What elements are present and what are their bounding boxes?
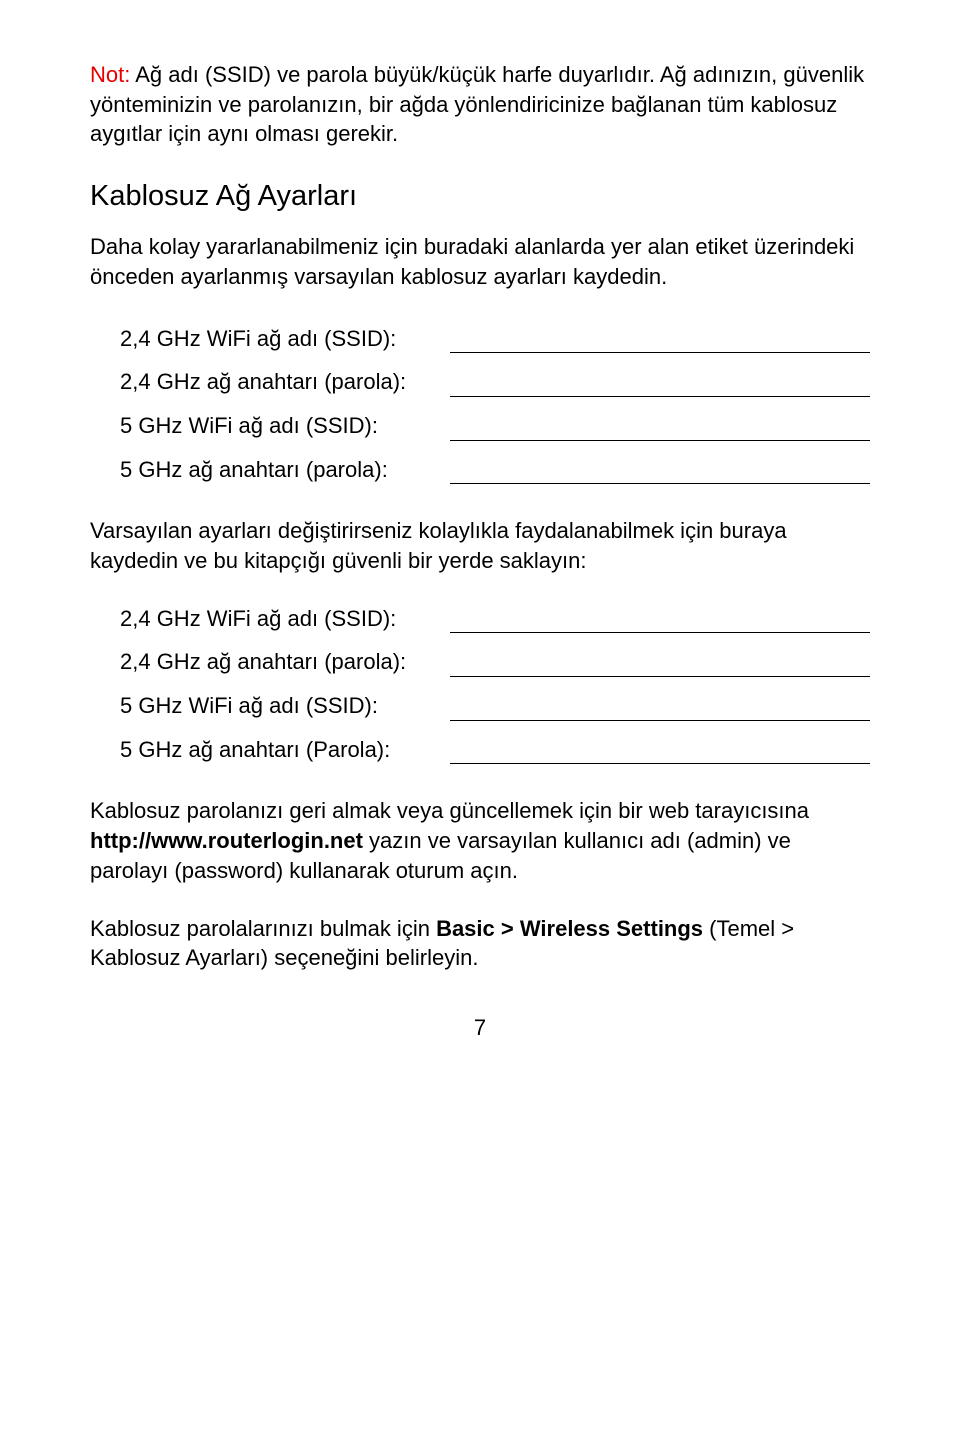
note-text: Ağ adı (SSID) ve parola büyük/küçük harf… <box>90 62 864 146</box>
para-custom-intro: Varsayılan ayarları değiştirirseniz kola… <box>90 516 870 575</box>
form-label: 2,4 GHz WiFi ağ adı (SSID): <box>120 324 450 354</box>
para-recover-1: Kablosuz parolanızı geri almak veya günc… <box>90 796 870 885</box>
recover-text-1a: Kablosuz parolanızı geri almak veya günc… <box>90 798 809 823</box>
form-blank-line <box>450 419 870 441</box>
form-label: 5 GHz WiFi ağ adı (SSID): <box>120 691 450 721</box>
form-row: 5 GHz ağ anahtarı (Parola): <box>120 735 870 765</box>
page-number: 7 <box>90 1013 870 1043</box>
form-blank-line <box>450 331 870 353</box>
form-label: 2,4 GHz ağ anahtarı (parola): <box>120 647 450 677</box>
recover-url: http://www.routerlogin.net <box>90 828 363 853</box>
form-label: 2,4 GHz ağ anahtarı (parola): <box>120 367 450 397</box>
form-blank-line <box>450 611 870 633</box>
form-row: 2,4 GHz WiFi ağ adı (SSID): <box>120 604 870 634</box>
form-blank-line <box>450 655 870 677</box>
form-row: 5 GHz WiFi ağ adı (SSID): <box>120 411 870 441</box>
section-body: Daha kolay yararlanabilmeniz için burada… <box>90 232 870 291</box>
recover-text-2a: Kablosuz parolalarınızı bulmak için <box>90 916 436 941</box>
section-title: Kablosuz Ağ Ayarları <box>90 177 870 216</box>
para-recover-2: Kablosuz parolalarınızı bulmak için Basi… <box>90 914 870 973</box>
form-blank-line <box>450 462 870 484</box>
form-blank-line <box>450 375 870 397</box>
form-custom: 2,4 GHz WiFi ağ adı (SSID): 2,4 GHz ağ a… <box>90 604 870 765</box>
form-row: 5 GHz ağ anahtarı (parola): <box>120 455 870 485</box>
note-paragraph: Not: Ağ adı (SSID) ve parola büyük/küçük… <box>90 60 870 149</box>
note-label: Not: <box>90 62 130 87</box>
form-label: 5 GHz ağ anahtarı (parola): <box>120 455 450 485</box>
form-row: 2,4 GHz ağ anahtarı (parola): <box>120 647 870 677</box>
form-row: 2,4 GHz WiFi ağ adı (SSID): <box>120 324 870 354</box>
form-blank-line <box>450 699 870 721</box>
form-row: 5 GHz WiFi ağ adı (SSID): <box>120 691 870 721</box>
form-label: 5 GHz WiFi ağ adı (SSID): <box>120 411 450 441</box>
form-blank-line <box>450 742 870 764</box>
recover-menu-path: Basic > Wireless Settings <box>436 916 703 941</box>
form-row: 2,4 GHz ağ anahtarı (parola): <box>120 367 870 397</box>
form-label: 2,4 GHz WiFi ağ adı (SSID): <box>120 604 450 634</box>
form-defaults: 2,4 GHz WiFi ağ adı (SSID): 2,4 GHz ağ a… <box>90 324 870 485</box>
form-label: 5 GHz ağ anahtarı (Parola): <box>120 735 450 765</box>
